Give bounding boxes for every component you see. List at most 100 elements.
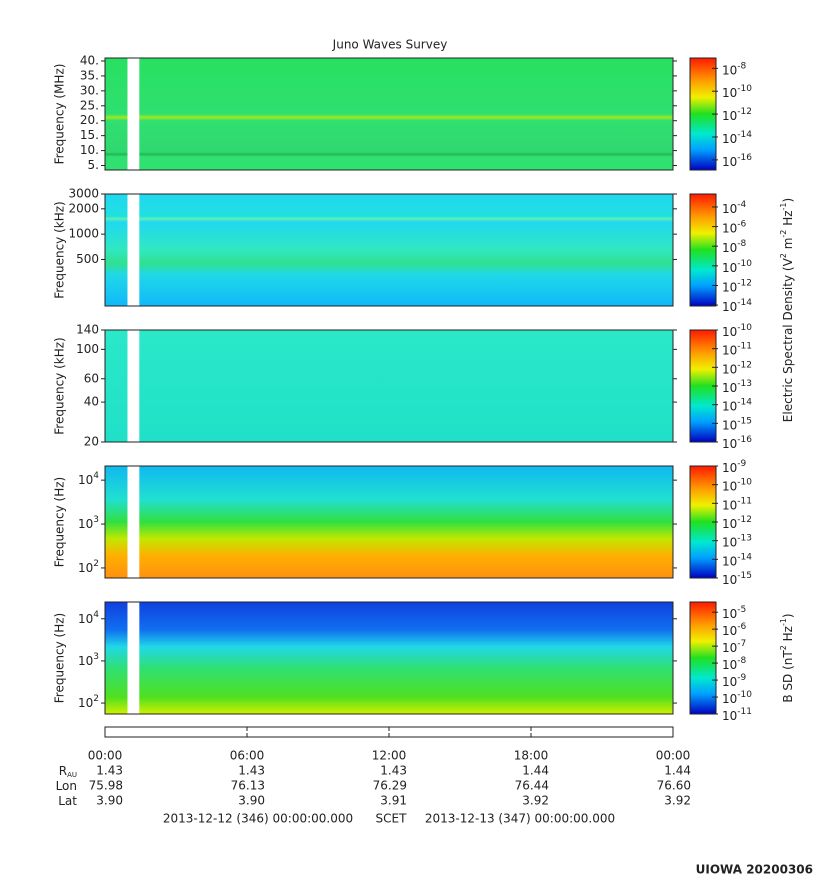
colorbar-tick-label: 10-10 xyxy=(722,477,752,493)
tick-exponent: -16 xyxy=(737,152,752,162)
colorbar xyxy=(689,329,717,443)
tick-exponent: -7 xyxy=(737,639,746,649)
x-tick-label: 00:00 xyxy=(656,749,691,763)
tick-exponent: 3 xyxy=(93,515,99,525)
tick-exponent: -6 xyxy=(737,622,746,632)
tick-base: 10 xyxy=(78,696,93,710)
tick-exponent: 4 xyxy=(93,471,99,481)
label-text: B SD (nT xyxy=(781,650,795,703)
colorbar-tick-label: 10-10 xyxy=(722,84,752,100)
colorbar-tick-label: 10-9 xyxy=(722,459,747,475)
y-tick-label: 25. xyxy=(80,98,99,112)
tick-exponent: -16 xyxy=(737,435,752,445)
tick-base: 10 xyxy=(78,473,93,487)
tick-base: 10 xyxy=(722,343,737,357)
colorbar-tick-label: 10-11 xyxy=(722,496,752,512)
y-axis-label: Frequency (kHz) xyxy=(53,201,67,298)
ephemeris-value: 76.44 xyxy=(515,779,549,793)
colorbar-tick-label: 10-6 xyxy=(722,622,747,638)
colorbar-tick-label: 10-10 xyxy=(722,258,752,274)
y-tick-label: 3000 xyxy=(68,187,99,201)
tick-base: 10 xyxy=(722,461,737,475)
y-tick-label: 30. xyxy=(80,83,99,97)
data-gap xyxy=(127,602,140,714)
ephemeris-value: 3.92 xyxy=(664,794,691,808)
spectrogram xyxy=(105,330,673,442)
colorbar-tick-label: 10-10 xyxy=(722,690,752,706)
tick-base: 10 xyxy=(722,517,737,531)
ephemeris-label: Lat xyxy=(58,794,77,808)
tick-base: 10 xyxy=(722,221,737,235)
label-superscript: -1 xyxy=(779,203,788,211)
tick-exponent: -4 xyxy=(737,199,746,209)
tick-base: 10 xyxy=(722,154,737,168)
colorbar-tick-label: 10-15 xyxy=(722,571,752,587)
colorbar xyxy=(689,57,717,171)
y-tick-label: 5. xyxy=(88,158,99,172)
tick-base: 10 xyxy=(722,709,737,723)
ephemeris-value: 1.43 xyxy=(380,764,407,778)
colorbar-tick-label: 10-14 xyxy=(722,397,752,413)
label-superscript: -2 xyxy=(779,230,788,238)
colorbar-tick-label: 10-13 xyxy=(722,379,752,395)
tick-base: 10 xyxy=(722,554,737,568)
ephemeris-value: 1.43 xyxy=(96,764,123,778)
label-text: Electric Spectral Density (V xyxy=(781,257,795,422)
colorbar-tick-label: 10-11 xyxy=(722,707,752,723)
tick-base: 10 xyxy=(722,498,737,512)
tick-exponent: -9 xyxy=(737,673,746,683)
y-tick-label: 40. xyxy=(80,53,99,67)
colorbar-label: B SD (nT2 Hz-1) xyxy=(779,613,795,702)
tick-base: 10 xyxy=(722,86,737,100)
colorbar-tick-label: 10-13 xyxy=(722,533,752,549)
tick-base: 10 xyxy=(722,607,737,621)
ephemeris-value: 76.60 xyxy=(657,779,691,793)
tick-exponent: -10 xyxy=(737,323,752,333)
stamp: UIOWA 20200306 xyxy=(696,863,813,877)
label-text: m xyxy=(781,238,795,254)
tick-base: 10 xyxy=(722,63,737,77)
tick-exponent: -11 xyxy=(737,341,752,351)
tick-base: 10 xyxy=(722,260,737,274)
colorbar-tick-label: 10-11 xyxy=(722,341,752,357)
tick-exponent: -12 xyxy=(737,107,752,117)
tick-exponent: -8 xyxy=(737,239,746,249)
tick-exponent: -15 xyxy=(737,416,752,426)
label-superscript: 2 xyxy=(779,253,788,258)
tick-base: 10 xyxy=(722,641,737,655)
plot-frame xyxy=(104,329,674,443)
tick-exponent: -8 xyxy=(737,656,746,666)
tick-base: 10 xyxy=(722,280,737,294)
y-axis-label: Frequency (kHz) xyxy=(53,337,67,434)
colorbar xyxy=(689,193,717,307)
x-tick-label: 06:00 xyxy=(230,749,265,763)
tick-base: 10 xyxy=(722,535,737,549)
colorbar-tick-label: 10-8 xyxy=(722,656,747,672)
tick-exponent: 2 xyxy=(93,694,99,704)
ephemeris-value: 3.90 xyxy=(238,794,265,808)
spectrogram xyxy=(105,58,673,170)
tick-base: 10 xyxy=(722,658,737,672)
colorbar-tick-label: 10-10 xyxy=(722,323,752,339)
data-gap xyxy=(127,330,140,442)
y-tick-label: 104 xyxy=(78,471,99,487)
colorbar-tick-label: 10-16 xyxy=(722,435,752,451)
y-axis-label: Frequency (Hz) xyxy=(53,613,67,704)
tick-base: 10 xyxy=(78,611,93,625)
tick-exponent: -10 xyxy=(737,477,752,487)
y-tick-label: 102 xyxy=(78,694,99,710)
data-gap xyxy=(127,58,140,170)
y-tick-label: 35. xyxy=(80,68,99,82)
colorbar-tick-label: 10-7 xyxy=(722,639,746,655)
label-text: Hz xyxy=(781,210,795,229)
label-superscript: 2 xyxy=(779,645,788,650)
ephemeris-value: 75.98 xyxy=(89,779,123,793)
tick-base: 10 xyxy=(78,517,93,531)
colorbar-tick-label: 10-6 xyxy=(722,219,747,235)
footer-start: 2013-12-12 (346) 00:00:00.000 xyxy=(163,812,353,826)
tick-exponent: -15 xyxy=(737,571,752,581)
colorbar xyxy=(689,465,717,579)
tick-base: 10 xyxy=(722,437,737,451)
tick-exponent: -13 xyxy=(737,533,752,543)
